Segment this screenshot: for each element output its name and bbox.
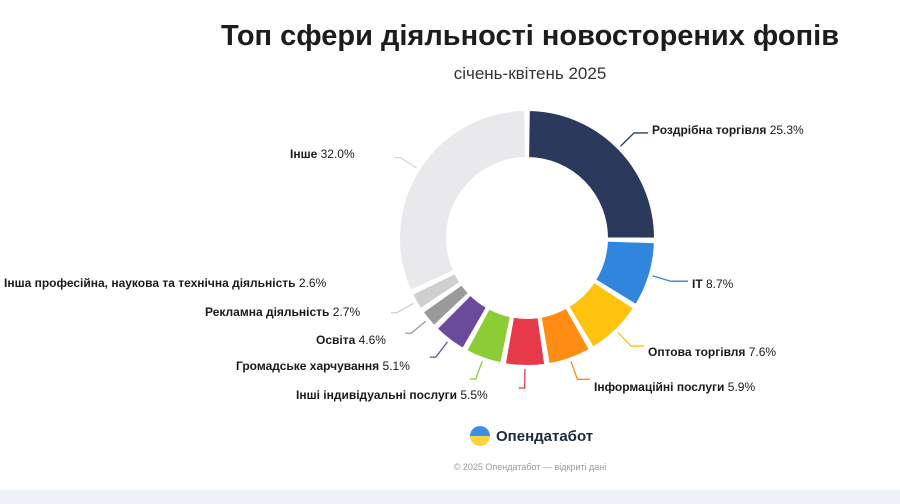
slice-label-2: Оптова торгівля 7.6% [648, 345, 776, 359]
slice-label-name-1: IT [692, 277, 706, 291]
slice-label-value-5: 5.1% [383, 359, 411, 373]
brand-name: Опендатабот [496, 427, 594, 445]
slice-label-name-2: Оптова торгівля [648, 345, 749, 359]
slice-label-value-4: 5.5% [460, 388, 488, 402]
slice-label-6: Освіта 4.6% [316, 333, 386, 347]
slice-9 [398, 109, 527, 292]
slice-label-9: Інше 32.0% [290, 147, 355, 161]
leader-line-7 [405, 320, 427, 334]
slice-label-value-2: 7.6% [749, 345, 777, 359]
leader-line-4 [518, 368, 526, 389]
slice-4 [503, 315, 547, 367]
leader-line-9 [394, 156, 417, 169]
slice-1 [594, 239, 656, 307]
footer-copyright: © 2025 Опендатабот — відкриті дані [453, 462, 607, 472]
bottom-strip [0, 490, 900, 504]
slice-label-value-7: 2.7% [333, 305, 361, 319]
slice-label-4: Інші індивідуальні послуги 5.5% [296, 388, 488, 402]
slice-label-value-9: 32.0% [321, 147, 355, 161]
slice-label-name-4: Інші індивідуальні послуги [296, 388, 460, 402]
leader-line-0 [620, 132, 648, 147]
chart-subtitle: січень-квітень 2025 [453, 64, 607, 83]
slice-label-3: Інформаційні послуги 5.9% [594, 380, 755, 394]
slice-label-name-6: Освіта [316, 333, 359, 347]
slice-label-name-7: Рекламна діяльність [205, 305, 333, 319]
leader-line-5 [469, 360, 483, 380]
leader-line-6 [429, 341, 448, 358]
slice-label-value-3: 5.9% [728, 380, 756, 394]
slice-label-name-5: Громадське харчування [236, 359, 383, 373]
leader-line-1 [652, 275, 688, 282]
slice-0 [527, 109, 656, 240]
slice-6 [435, 293, 489, 350]
slice-8 [410, 272, 462, 311]
leader-line-2 [617, 331, 644, 347]
slice-5 [465, 307, 512, 365]
slice-label-5: Громадське харчування 5.1% [236, 359, 410, 373]
slice-7 [421, 283, 470, 328]
slice-label-1: IT 8.7% [692, 277, 734, 291]
opendatabot-logo-icon [470, 426, 490, 446]
slice-label-name-3: Інформаційні послуги [594, 380, 728, 394]
slice-label-value-1: 8.7% [706, 277, 734, 291]
chart-card [0, 0, 900, 490]
slice-label-name-8: Інша професійна, наукова та технічна дія… [4, 276, 299, 290]
slice-label-name-0: Роздрібна торгівля [652, 123, 770, 137]
slice-label-7: Рекламна діяльність 2.7% [205, 305, 360, 319]
slice-label-value-8: 2.6% [299, 276, 327, 290]
slice-2 [567, 280, 636, 349]
slice-label-name-9: Інше [290, 147, 321, 161]
slice-label-value-0: 25.3% [770, 123, 804, 137]
slice-3 [539, 306, 591, 366]
slice-label-value-6: 4.6% [359, 333, 387, 347]
leader-line-8 [390, 302, 414, 314]
chart-title: Топ сфери діяльності новосторених фопів [220, 20, 840, 52]
leader-line-3 [570, 361, 590, 380]
brand-logo: Опендатабот [470, 425, 593, 447]
slice-label-8: Інша професійна, наукова та технічна дія… [4, 276, 327, 290]
slice-label-0: Роздрібна торгівля 25.3% [652, 123, 804, 137]
